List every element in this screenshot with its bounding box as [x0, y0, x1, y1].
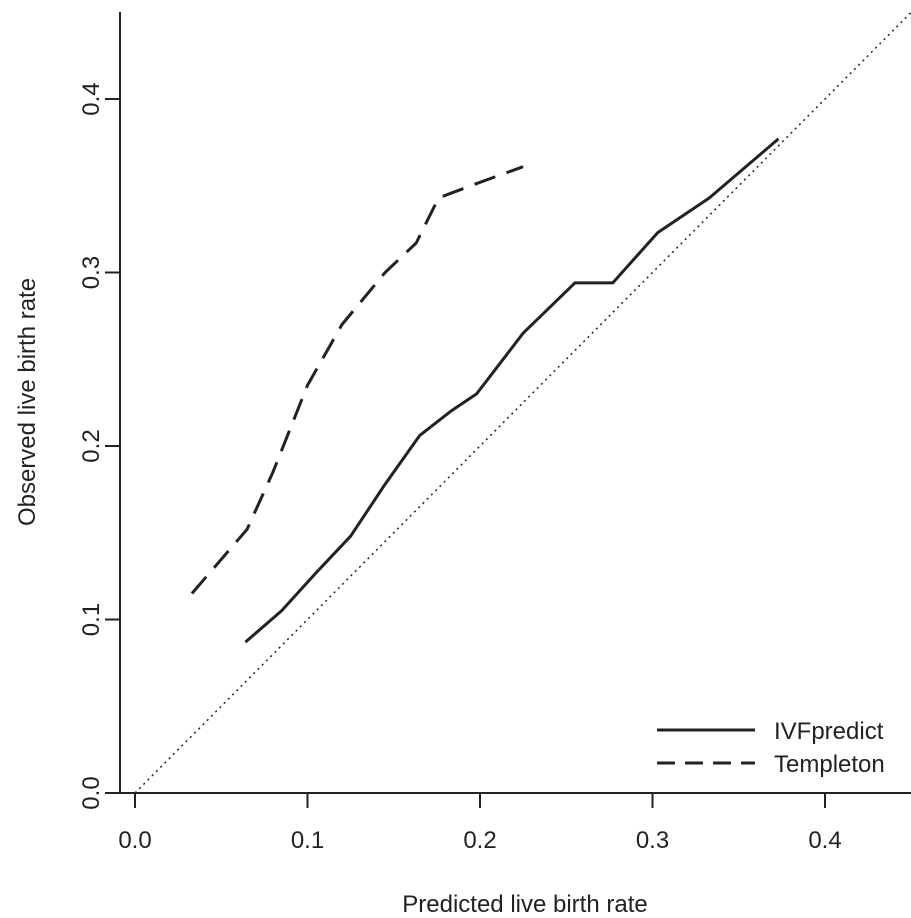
legend-label-ivfpredict: IVFpredict — [774, 718, 884, 745]
legend-label-templeton: Templeton — [774, 751, 885, 778]
x-tick-label: 0.3 — [636, 827, 669, 854]
legend: IVFpredict Templeton — [657, 718, 885, 778]
y-tick-label: 0.3 — [78, 256, 105, 289]
y-tick-label: 0.0 — [78, 776, 105, 809]
x-axis-title: Predicted live birth rate — [402, 891, 647, 918]
x-tick-label: 0.1 — [291, 827, 324, 854]
series-line-ivfpredict — [244, 137, 780, 644]
y-tick-label: 0.2 — [78, 429, 105, 462]
x-tick-label: 0.4 — [808, 827, 841, 854]
x-tick-label: 0.0 — [118, 827, 151, 854]
x-tick-label: 0.2 — [463, 827, 496, 854]
x-axis-ticks: 0.0 0.1 0.2 0.3 0.4 — [118, 793, 842, 854]
y-axis-title: Observed live birth rate — [14, 278, 41, 526]
series-layer — [190, 137, 780, 644]
y-tick-label: 0.1 — [78, 603, 105, 636]
y-axis-ticks: 0.0 0.1 0.2 0.3 0.4 — [78, 82, 120, 810]
series-line-templeton — [190, 165, 524, 595]
y-tick-label: 0.4 — [78, 82, 105, 115]
reference-diagonal-line — [134, 11, 911, 794]
